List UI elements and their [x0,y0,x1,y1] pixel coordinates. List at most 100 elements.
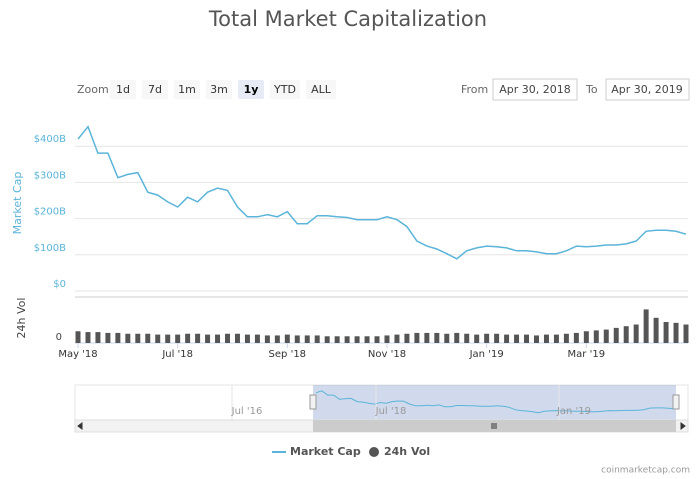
vol-axis-title: 24h Vol [15,298,28,339]
vol-bar [404,333,410,343]
vol-bar [553,334,559,343]
zoom-button[interactable] [238,80,264,99]
zoom-button[interactable] [174,80,200,99]
vol-bar [85,332,91,343]
navigator-label: Jul '16 [231,406,263,417]
from-label: From [461,83,488,96]
to-input[interactable] [605,78,690,101]
vol-bar [573,332,579,343]
vol-bar [613,327,619,343]
legend-label[interactable]: 24h Vol [384,445,430,458]
zoom-button-label: 3m [210,83,228,96]
vol-bar [135,333,141,343]
vol-bar [683,324,689,343]
to-label: To [585,83,598,96]
vol-bar [394,334,400,343]
vol-bar [504,334,510,343]
vol-bar [364,336,370,343]
y-tick-label: $0 [53,279,66,290]
from-input[interactable] [492,78,578,101]
vol-bar [354,336,360,343]
vol-bar [185,333,191,343]
x-tick-label: Jul '18 [161,349,193,360]
navigator-handle[interactable] [309,394,317,410]
y-tick-label: $300B [34,170,66,181]
vol-bar [334,336,340,343]
vol-bar [534,335,539,343]
y-tick-label: $200B [34,207,66,218]
vol-bar [215,334,221,343]
vol-bar [543,334,549,343]
vol-bar [145,333,151,343]
zoom-button[interactable] [110,80,136,99]
zoom-button-label: 7d [148,83,162,96]
navigator-label: Jan '19 [556,406,591,417]
navigator-handle[interactable] [672,394,680,410]
zoom-button-label: 1m [178,83,196,96]
vol-bar [125,333,131,343]
vol-tick-label: 0 [56,332,62,343]
vol-bar [205,334,211,343]
vol-bar [603,329,609,343]
vol-bar [195,333,201,343]
vol-bar [424,332,430,343]
vol-bar [225,333,230,343]
x-tick-label: Mar '19 [568,349,606,360]
vol-bar [623,326,629,343]
vol-bar [663,322,669,343]
zoom-button[interactable] [142,80,168,99]
zoom-button-label: 1y [244,83,259,96]
vol-bar [583,331,589,343]
vol-bar [254,334,260,343]
x-tick-label: May '18 [58,349,97,360]
zoom-button[interactable] [206,80,232,99]
zoom-label: Zoom [77,83,109,96]
vol-bar [175,334,181,343]
vol-bar [374,336,380,343]
legend-label[interactable]: Market Cap [290,445,361,458]
vol-bar [244,334,250,343]
x-tick-label: Sep '18 [269,349,307,360]
navigator-line [315,390,674,414]
vol-bar [294,335,300,343]
vol-bar [464,333,470,343]
vol-bar [514,334,520,343]
vol-bar [673,322,679,343]
y-axis-title: Market Cap [11,172,24,235]
vol-bar [454,332,460,343]
vol-bar [444,333,450,343]
vol-bar [75,331,81,343]
to-value: Apr 30, 2019 [611,83,683,96]
zoom-button[interactable] [306,80,336,99]
vol-bar [494,333,500,343]
vol-bar [474,334,480,343]
y-tick-label: $400B [34,134,66,145]
vol-bar [643,309,649,343]
x-tick-label: Jan '19 [469,349,504,360]
vol-bar [105,332,111,343]
vol-bar [314,335,320,343]
vol-bar [304,335,310,343]
legend-symbol [369,447,379,457]
vol-bar [264,335,270,343]
vol-bar [274,335,280,343]
vol-bar [524,334,530,343]
vol-bar [344,336,350,343]
y-tick-label: $100B [34,243,66,254]
navigator-selection[interactable] [313,385,676,420]
vol-bar [484,333,490,343]
vol-bar [165,334,171,343]
vol-bar [633,324,639,343]
vol-bar [563,333,569,343]
vol-bar [593,330,599,343]
credits: coinmarketcap.com [601,466,690,476]
vol-bar [384,335,390,343]
zoom-button[interactable] [270,80,300,99]
from-value: Apr 30, 2018 [499,83,571,96]
vol-bar [434,332,440,343]
vol-bar [324,336,330,343]
navigator-label: Jul '18 [375,406,407,417]
vol-bar [155,334,161,343]
zoom-button-label: ALL [311,83,332,96]
